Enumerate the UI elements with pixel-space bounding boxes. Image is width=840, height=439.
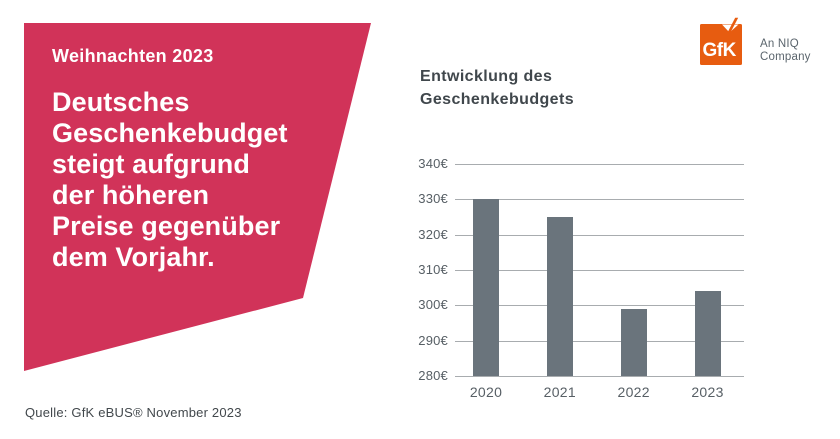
- bar-2021: [546, 217, 573, 376]
- bar-2020: [473, 199, 499, 376]
- kicker-text: Weihnachten 2023: [52, 46, 214, 66]
- gridline: [455, 199, 744, 201]
- gfk-logo-square: [700, 24, 742, 65]
- headline-line: der höheren: [52, 180, 210, 210]
- bar-2022: [620, 308, 647, 376]
- y-axis-tick-label: 280€: [418, 368, 448, 383]
- gridline: [455, 164, 744, 165]
- gfk-logo-mark: GfK: [700, 17, 742, 65]
- y-axis-tick-label: 320€: [418, 226, 448, 242]
- y-axis-tick-label: 340€: [418, 156, 448, 171]
- gridline: [455, 340, 744, 342]
- headline-text: Deutsches Geschenkebudget steigt aufgrun…: [52, 87, 288, 273]
- x-axis-label: 2023: [691, 384, 724, 400]
- logo-tagline-line: Company: [760, 50, 811, 63]
- chart-title: Entwicklung des Geschenkebudgets: [420, 65, 574, 111]
- gridline: [455, 270, 744, 271]
- headline-banner: Weihnachten 2023 Deutsches Geschenkebudg…: [24, 23, 371, 371]
- gfk-logo-accent: [727, 17, 739, 33]
- gridline: [455, 234, 744, 236]
- chart-title-line: Entwicklung des: [420, 68, 553, 85]
- logo-tagline-line: An NIQ: [760, 38, 799, 50]
- y-axis-tick-label: 290€: [418, 332, 448, 348]
- x-axis-label: 2021: [543, 384, 576, 400]
- x-axis-label: 2020: [469, 384, 503, 400]
- gfk-logo: GfK An NIQ Company: [698, 17, 818, 67]
- y-axis-tick-label: 330€: [418, 191, 448, 207]
- y-axis-tick-label: 300€: [418, 297, 448, 313]
- x-axis-label: 2022: [617, 384, 650, 400]
- gridline: [455, 376, 744, 377]
- gfk-logo-text: GfK: [703, 40, 737, 61]
- gridline: [455, 305, 744, 307]
- bar-2023: [694, 291, 721, 376]
- headline-line: Deutsches: [52, 87, 190, 117]
- y-axis-tick-label: 310€: [418, 262, 448, 277]
- headline-line: dem Vorjahr.: [52, 242, 215, 272]
- headline-line: Geschenkebudget: [52, 118, 288, 148]
- logo-tagline: An NIQ Company: [760, 38, 811, 63]
- chart-title-line: Geschenkebudgets: [420, 91, 575, 108]
- headline-line: Preise gegenüber: [52, 211, 281, 241]
- headline-line: steigt aufgrund: [52, 149, 250, 179]
- source-note: Quelle: GfK eBUS® November 2023: [25, 405, 242, 420]
